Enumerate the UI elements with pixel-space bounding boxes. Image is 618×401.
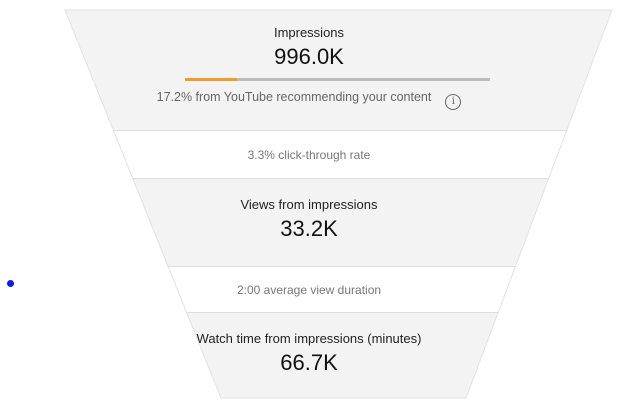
recommendation-progress-bar xyxy=(185,78,490,81)
avd-section: 2:00 average view duration xyxy=(65,267,612,312)
watch-time-value: 66.7K xyxy=(280,350,338,375)
avd-text: 2:00 average view duration xyxy=(236,283,382,297)
impressions-value: 996.0K xyxy=(274,44,344,69)
views-value: 33.2K xyxy=(280,216,338,241)
recommendation-text: 17.2% from YouTube recommending your con… xyxy=(65,90,612,110)
info-icon[interactable]: i xyxy=(445,94,462,110)
impressions-section: Impressions 996.0K 17.2% from YouTube re… xyxy=(65,10,612,130)
ctr-text: 3.3% click-through rate xyxy=(247,148,371,162)
views-label: Views from impressions xyxy=(240,197,378,212)
watch-time-section: Watch time from impressions (minutes) 66… xyxy=(65,313,612,398)
views-section: Views from impressions 33.2K xyxy=(65,179,612,266)
impressions-funnel: Impressions 996.0K 17.2% from YouTube re… xyxy=(65,10,612,398)
recommendation-progress-fill xyxy=(185,78,238,81)
cursor-dot xyxy=(7,280,14,287)
impressions-label: Impressions xyxy=(273,25,345,40)
watch-time-label: Watch time from impressions (minutes) xyxy=(196,331,422,346)
ctr-section: 3.3% click-through rate xyxy=(65,131,612,178)
recommendation-label: 17.2% from YouTube recommending your con… xyxy=(156,90,432,104)
